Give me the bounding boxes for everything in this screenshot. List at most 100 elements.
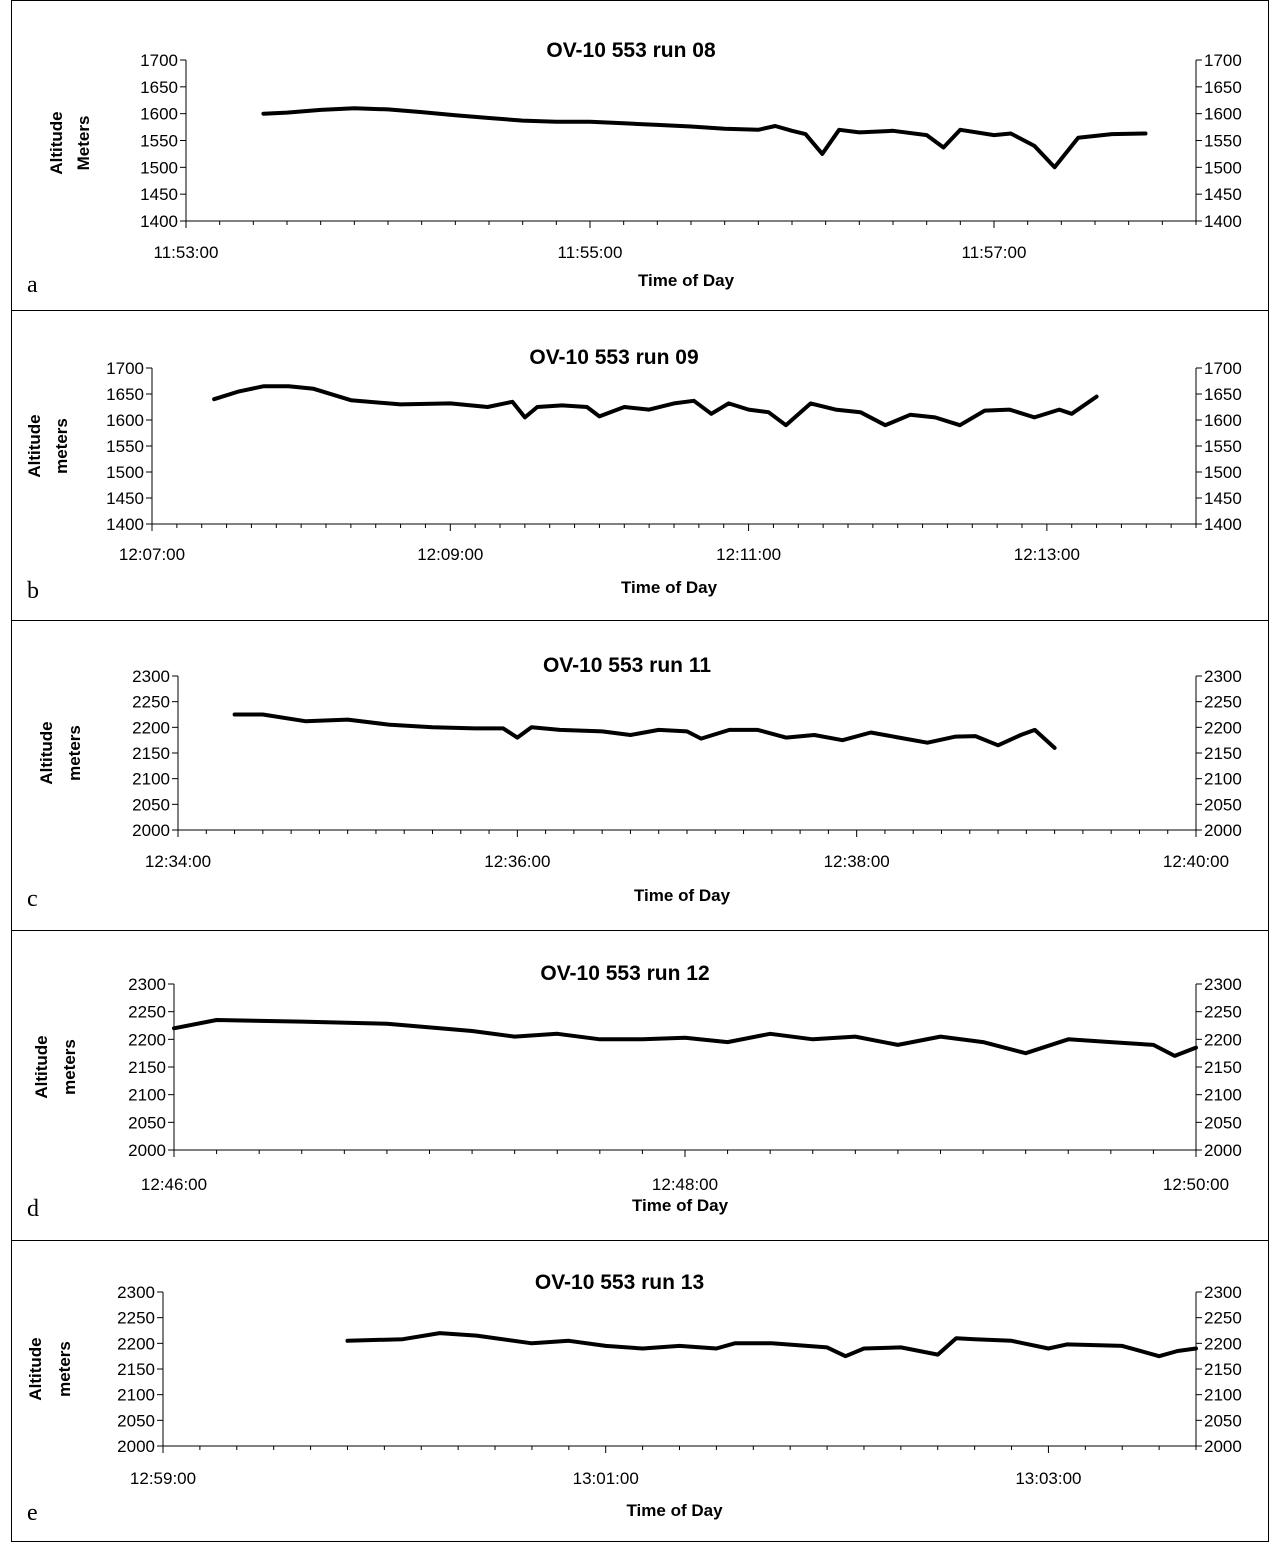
y-tick-label-right: 2300 [1204,975,1242,994]
x-tick-label: 12:50:00 [1163,1175,1229,1194]
y-tick-label-left: 1550 [140,132,178,151]
y-axis-title-line: Altitude [26,1337,45,1400]
y-tick-label-right: 2200 [1204,718,1242,737]
y-tick-label-right: 1450 [1204,489,1242,508]
y-tick-label-left: 2000 [128,1141,166,1160]
y-tick-label-right: 2250 [1204,693,1242,712]
y-tick-label-left: 2300 [117,1283,155,1302]
y-tick-label-right: 2300 [1204,667,1242,686]
x-tick-label: 12:40:00 [1163,852,1229,871]
y-tick-label-right: 2000 [1204,821,1242,840]
y-tick-label-left: 2250 [132,693,170,712]
x-tick-label: 13:01:00 [573,1469,639,1488]
y-tick-label-right: 1550 [1204,132,1242,151]
chart-title: OV-10 553 run 13 [535,1271,704,1294]
x-tick-label: 12:09:00 [417,545,483,564]
y-tick-label-right: 1400 [1204,212,1242,231]
panel-frame-b [11,310,1269,620]
y-tick-label-left: 2100 [132,770,170,789]
y-axis-title-line: Altitude [32,1035,51,1098]
y-tick-label-left: 1700 [140,51,178,70]
y-tick-label-right: 2100 [1204,1386,1242,1405]
panel-frame-c [11,620,1269,930]
panel-letter: b [27,578,39,604]
y-tick-label-left: 1650 [106,385,144,404]
y-tick-label-left: 2100 [117,1386,155,1405]
y-tick-label-right: 1650 [1204,385,1242,404]
y-axis-title-line: meters [55,1341,74,1397]
series-line-c [232,712,1057,750]
y-tick-label-left: 1500 [140,158,178,177]
x-tick-label: 12:48:00 [652,1175,718,1194]
y-tick-label-left: 2050 [132,795,170,814]
x-tick-label: 11:53:00 [154,243,219,262]
y-tick-label-left: 1600 [106,411,144,430]
panel-frame-d [11,930,1269,1240]
x-tick-label: 12:59:00 [130,1469,196,1488]
y-tick-label-right: 2100 [1204,1086,1242,1105]
y-tick-label-left: 1600 [140,105,178,124]
y-tick-label-right: 1650 [1204,78,1242,97]
y-tick-label-right: 2200 [1204,1030,1242,1049]
y-tick-label-right: 2200 [1204,1334,1242,1353]
series-line-b [212,384,1099,428]
y-tick-label-left: 2200 [128,1030,166,1049]
y-tick-label-right: 1700 [1204,51,1242,70]
x-axis-title: Time of Day [638,271,735,290]
y-tick-label-right: 1450 [1204,185,1242,204]
x-tick-label: 12:36:00 [484,852,550,871]
y-tick-label-left: 2250 [128,1003,166,1022]
y-tick-label-right: 1700 [1204,359,1242,378]
y-tick-label-right: 2250 [1204,1003,1242,1022]
series-line-a [261,106,1148,170]
y-tick-label-left: 1400 [140,212,178,231]
y-tick-label-left: 2250 [117,1309,155,1328]
chart-panel-b [146,367,1202,531]
chart-title: OV-10 553 run 11 [543,654,711,677]
chart-panel-a [180,59,1202,228]
x-axis-title: Time of Day [634,886,731,905]
y-tick-label-left: 1400 [106,515,144,534]
panel-letter: a [27,272,38,298]
y-tick-label-left: 2200 [132,718,170,737]
chart-title: OV-10 553 run 12 [540,962,709,985]
panel-letter: e [27,1500,38,1526]
chart-panel-e [157,1291,1202,1453]
y-tick-label-right: 1500 [1204,463,1242,482]
chart-title: OV-10 553 run 08 [546,39,716,62]
series-line-d [172,1018,1198,1058]
y-axis-title-line: meters [65,725,84,781]
y-tick-label-left: 1500 [106,463,144,482]
x-tick-label: 12:07:00 [119,545,185,564]
y-axis-title-line: Meters [74,116,93,171]
y-tick-label-left: 2000 [132,821,170,840]
y-tick-label-left: 2200 [117,1334,155,1353]
y-tick-label-right: 2150 [1204,1360,1242,1379]
x-tick-label: 12:11:00 [716,545,781,564]
y-tick-label-left: 1550 [106,437,144,456]
y-tick-label-right: 2000 [1204,1437,1242,1456]
x-tick-label: 11:55:00 [558,243,623,262]
y-tick-label-left: 1700 [106,359,144,378]
y-tick-label-left: 2050 [128,1113,166,1132]
y-tick-label-left: 2150 [132,744,170,763]
x-axis-title: Time of Day [621,578,718,597]
y-tick-label-right: 1400 [1204,515,1242,534]
y-tick-label-right: 1550 [1204,437,1242,456]
panel-letter: c [27,886,38,912]
x-axis-title: Time of Day [626,1501,723,1520]
chart-title: OV-10 553 run 09 [529,346,698,369]
panel-frame-a [11,0,1269,310]
y-tick-label-left: 1450 [140,185,178,204]
y-tick-label-right: 2050 [1204,1411,1242,1430]
y-tick-label-left: 2150 [128,1058,166,1077]
y-axis-title-line: Altitude [47,111,66,174]
y-tick-label-left: 2000 [117,1437,155,1456]
y-tick-label-right: 1500 [1204,158,1242,177]
y-tick-label-left: 2050 [117,1411,155,1430]
x-tick-label: 12:13:00 [1014,545,1080,564]
y-tick-label-right: 2000 [1204,1141,1242,1160]
y-tick-label-left: 2300 [128,975,166,994]
